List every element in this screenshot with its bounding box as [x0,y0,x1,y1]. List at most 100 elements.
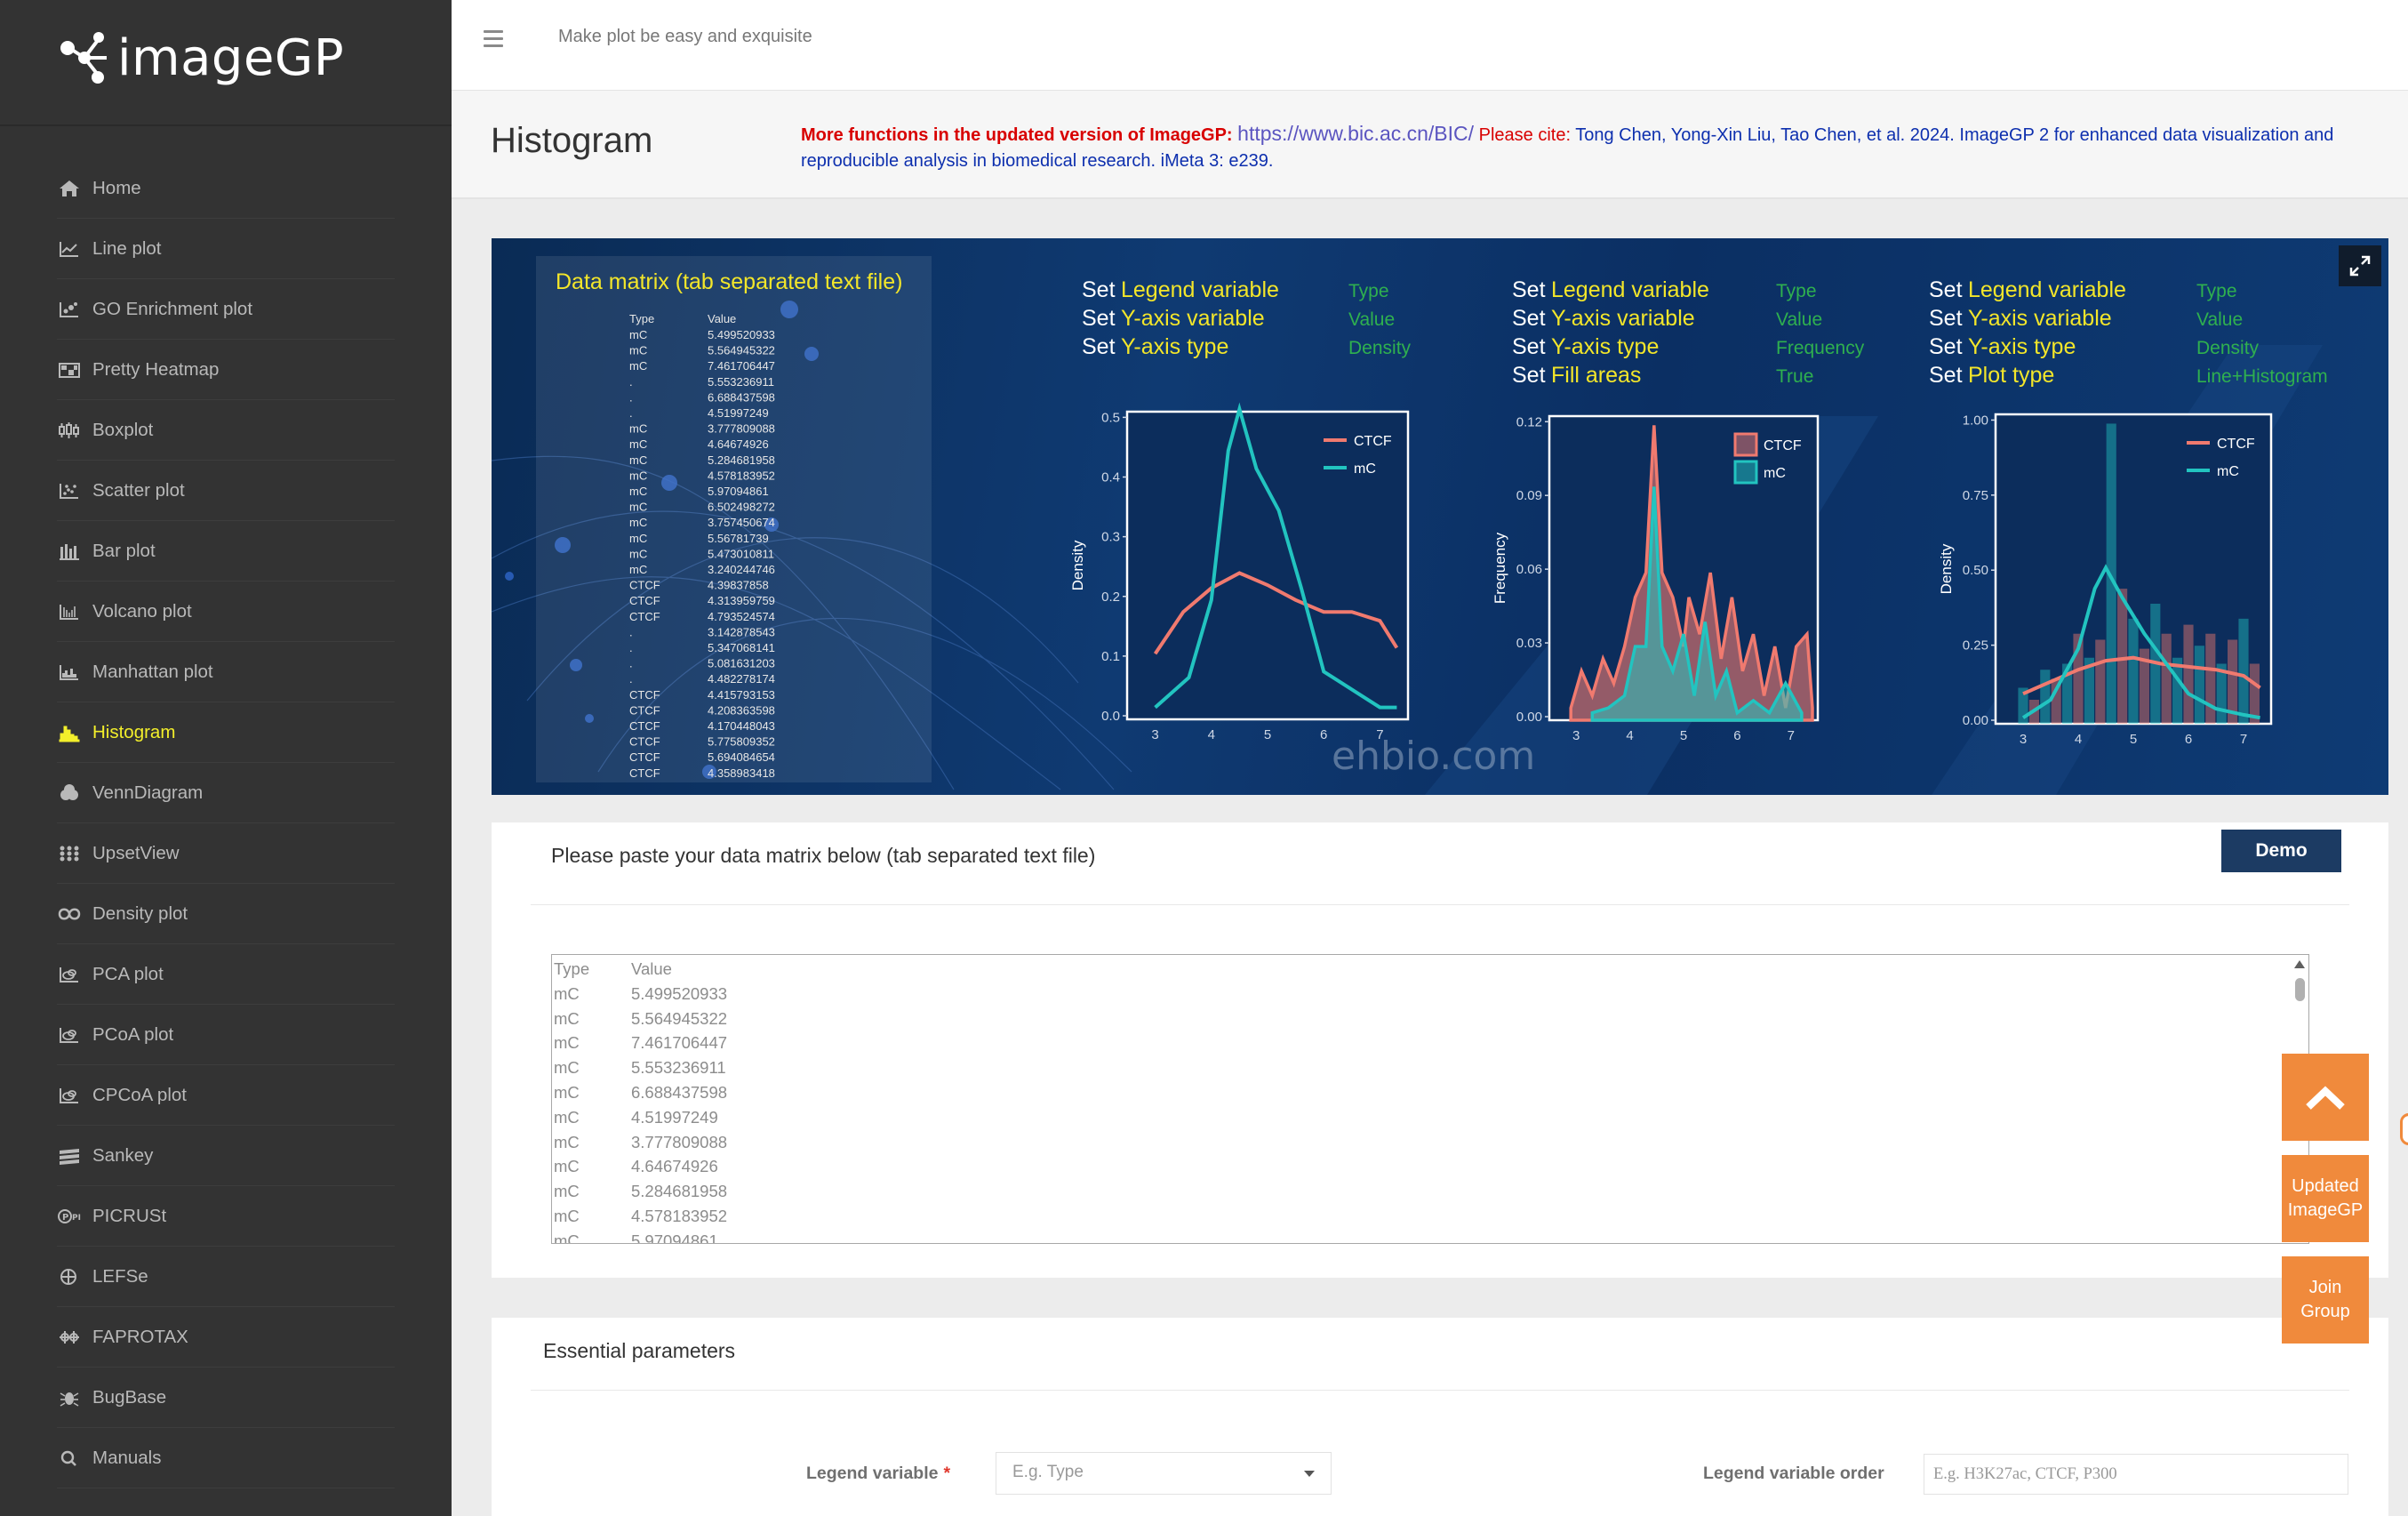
sidebar-item-boxplot[interactable]: Boxplot [0,400,452,461]
sidebar-item-sankey[interactable]: Sankey [0,1126,452,1186]
sidebar: imageGP Home Line plot GO Enrichment plo… [0,0,452,1516]
sidebar-item-home[interactable]: Home [0,158,452,219]
sidebar-item-go-enrichment[interactable]: GO Enrichment plot [0,279,452,340]
matrix-cell: 4.415793153 [708,688,775,702]
histogram-bar [2161,633,2172,724]
sidebar-item-line-plot[interactable]: Line plot [0,219,452,279]
matrix-cell: . [629,672,633,686]
cell-type: mC [554,983,580,1003]
expand-icon[interactable] [2339,245,2381,286]
pcoa-icon [57,1025,82,1045]
matrix-cell: 4.358983418 [708,766,775,780]
setting-value: Density [2196,338,2260,358]
matrix-cell: 6.502498272 [708,501,775,514]
sidebar-item-label: PICRUSt [92,1206,167,1226]
scroll-up-arrow-icon[interactable] [2294,960,2305,968]
x-tick-label: 3 [1572,728,1580,743]
x-tick-label: 5 [1680,728,1687,743]
legend-swatch [1733,460,1758,485]
y-tick-label: 0.50 [1963,563,1988,578]
sidebar-item-label: Home [92,178,141,198]
sidebar-item-bar-plot[interactable]: Bar plot [0,521,452,582]
histogram-bar [2084,657,2094,724]
sidebar-item-upsetview[interactable]: UpsetView [0,823,452,884]
cell-type: mC [554,1157,580,1176]
cell-type: mC [554,1082,580,1102]
matrix-cell: mC [629,328,647,341]
density-icon [57,904,82,924]
matrix-cell: 5.499520933 [708,328,775,341]
textarea-line: mC 5.553236911 [554,1055,727,1080]
sidebar-item-pretty-heatmap[interactable]: Pretty Heatmap [0,340,452,400]
cpcoa-icon [57,1086,82,1105]
matrix-cell: 5.97094861 [708,485,769,498]
y-tick-label: 0.2 [1101,590,1120,605]
setting-set-word: Set [1512,277,1546,302]
legend-variable-select[interactable]: E.g. Type [996,1452,1332,1495]
legend-swatch [1733,432,1758,457]
sidebar-item-scatter-plot[interactable]: Scatter plot [0,461,452,521]
sidebar-item-manuals[interactable]: Manuals [0,1428,452,1488]
back-to-top-button[interactable] [2282,1054,2369,1141]
cell-value: 3.777809088 [631,1132,728,1151]
sidebar-item-density-plot[interactable]: Density plot [0,884,452,944]
cell-value: 4.578183952 [631,1206,728,1225]
y-tick-label: 0.12 [1516,414,1542,429]
sidebar-item-cpcoa-plot[interactable]: CPCoA plot [0,1065,452,1126]
panel-divider [531,904,2349,905]
updated-imagegp-button[interactable]: Updated ImageGP [2282,1155,2369,1242]
cell-value: 5.564945322 [631,1008,728,1028]
setting-label: Y-axis variable [1121,306,1265,331]
legend-order-input[interactable] [1924,1454,2348,1495]
sidebar-item-label: Density plot [92,903,188,924]
histogram-bar [2051,678,2061,724]
update-notice: More functions in the updated version of… [801,121,2408,174]
venn-icon [57,783,82,803]
setting-value: Frequency [1776,338,1865,358]
matrix-cell: 4.482278174 [708,672,775,686]
sidebar-item-bugbase[interactable]: BugBase [0,1368,452,1428]
matrix-cell: 4.578183952 [708,469,775,482]
x-tick-label: 6 [1320,727,1327,742]
x-tick-label: 3 [1151,727,1158,742]
sidebar-item-histogram[interactable]: Histogram [0,702,452,763]
sidebar-item-pca-plot[interactable]: PCA plot [0,944,452,1005]
cell-value: 6.688437598 [631,1082,728,1102]
top-bar: Make plot be easy and exquisite [452,0,2408,91]
app-logo[interactable]: imageGP [57,27,344,89]
sidebar-item-lefse[interactable]: LEFSe [0,1247,452,1307]
legend-label: CTCF [1354,434,1392,449]
pca-icon [57,965,82,984]
scroll-thumb[interactable] [2295,978,2305,1001]
setting-set-word: Set [1512,306,1546,331]
matrix-cell: mC [629,485,647,498]
sidebar-item-volcano-plot[interactable]: Volcano plot [0,582,452,642]
setting-value: Value [1776,309,1822,330]
matrix-cell: 3.142878543 [708,625,775,638]
side-widget-handle[interactable] [2400,1113,2408,1145]
demo-button[interactable]: Demo [2221,830,2341,872]
sidebar-item-pcoa-plot[interactable]: PCoA plot [0,1005,452,1065]
textarea-line: mC 3.777809088 [554,1130,727,1155]
join-label-line1: Join [2308,1278,2342,1297]
sidebar-item-label: LEFSe [92,1266,148,1287]
cell-type: mC [554,1206,580,1225]
logo-molecule-icon [60,32,107,84]
matrix-cell: 4.64674926 [708,437,769,451]
sidebar-item-faprotax[interactable]: FAPROTAX [0,1307,452,1368]
sidebar-item-venndiagram[interactable]: VennDiagram [0,763,452,823]
data-matrix-textarea[interactable]: Type Value mC 5.499520933 mC 5.564945322 mC 7.4… [551,954,2309,1244]
search-icon [57,1448,82,1468]
cell-type: mC [554,1107,580,1127]
join-group-button[interactable]: Join Group [2282,1256,2369,1344]
matrix-title: Data matrix (tab separated text file) [556,269,902,294]
picrust-icon: P PI [57,1207,82,1226]
cell-type: mC [554,1231,580,1244]
menu-toggle-icon[interactable] [484,30,503,48]
matrix-cell: 5.56781739 [708,532,769,545]
sidebar-item-picrust[interactable]: P PI PICRUSt [0,1186,452,1247]
sidebar-item-label: Scatter plot [92,480,185,501]
sidebar-item-manhattan-plot[interactable]: Manhattan plot [0,642,452,702]
matrix-cell: 5.553236911 [708,375,774,389]
notice-url-link[interactable]: https://www.bic.ac.cn/BIC/ [1237,122,1475,145]
